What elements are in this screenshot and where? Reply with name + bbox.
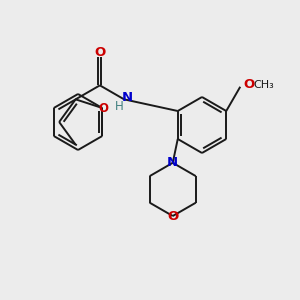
Text: CH₃: CH₃ — [253, 80, 274, 90]
Text: O: O — [167, 209, 178, 223]
Text: N: N — [167, 156, 178, 169]
Text: O: O — [243, 78, 254, 91]
Text: H: H — [115, 100, 124, 113]
Text: O: O — [94, 46, 106, 59]
Text: O: O — [98, 101, 108, 115]
Text: N: N — [122, 91, 133, 104]
